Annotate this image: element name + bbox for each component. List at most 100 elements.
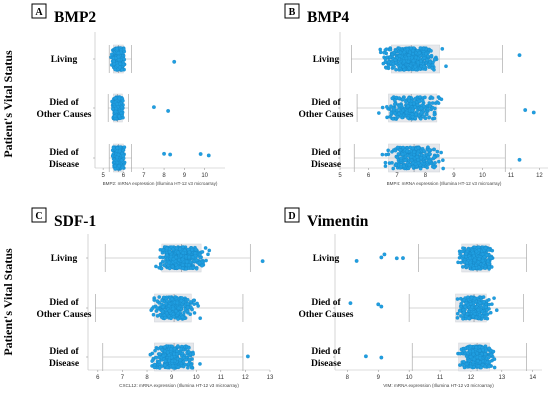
data-point <box>409 46 413 51</box>
data-point <box>440 47 445 51</box>
data-point <box>472 253 476 258</box>
data-point <box>175 265 180 270</box>
data-point <box>458 308 462 313</box>
data-point <box>405 47 410 52</box>
data-point <box>412 101 416 106</box>
data-point <box>474 249 479 254</box>
data-point <box>113 96 118 101</box>
panel-title: BMP2 <box>54 9 96 26</box>
data-point <box>483 352 487 357</box>
data-point <box>393 111 397 116</box>
data-point <box>383 160 388 165</box>
data-point <box>406 104 410 108</box>
data-point <box>180 351 185 356</box>
data-point <box>470 305 474 309</box>
x-tick-label: 11 <box>508 173 515 179</box>
category-label: Disease <box>49 160 79 170</box>
data-point <box>481 295 486 299</box>
data-point <box>427 115 431 120</box>
data-point <box>472 258 477 262</box>
x-tick-label: 10 <box>193 375 200 381</box>
data-point <box>395 145 400 150</box>
data-point <box>164 301 168 306</box>
category-label: Died of <box>311 347 341 357</box>
data-point <box>432 58 437 62</box>
data-point <box>162 263 167 268</box>
data-point <box>194 266 199 271</box>
data-point <box>415 151 420 156</box>
data-point <box>378 50 383 55</box>
data-point <box>491 349 496 354</box>
data-point <box>403 158 408 163</box>
outlier-point <box>379 355 384 360</box>
data-point <box>381 61 386 66</box>
data-point <box>152 362 157 367</box>
data-point <box>480 258 485 263</box>
data-point <box>472 296 477 301</box>
data-point <box>160 259 165 264</box>
data-point <box>153 348 157 353</box>
data-point <box>487 346 492 351</box>
data-point <box>455 316 460 320</box>
data-point <box>182 310 186 315</box>
x-tick-label: 7 <box>142 173 146 179</box>
data-point <box>414 55 418 60</box>
data-point <box>184 357 189 362</box>
data-point <box>477 257 482 261</box>
data-point <box>193 247 198 252</box>
data-point <box>458 351 463 356</box>
data-point <box>467 358 472 363</box>
data-point <box>422 149 426 153</box>
data-point <box>420 99 425 103</box>
data-point <box>119 158 124 163</box>
data-point <box>474 315 479 320</box>
data-point <box>157 360 161 364</box>
category-label: Other Causes <box>37 310 92 320</box>
data-point <box>422 64 426 69</box>
data-point <box>392 102 397 106</box>
outlier-point <box>168 152 173 157</box>
data-point <box>386 60 391 64</box>
data-point <box>160 298 164 303</box>
data-point <box>117 114 121 119</box>
outlier-point <box>354 259 359 263</box>
data-point <box>121 153 125 158</box>
data-point <box>471 266 476 270</box>
data-point <box>398 50 403 55</box>
data-point <box>480 252 485 257</box>
data-point <box>165 311 169 316</box>
data-point <box>435 149 440 154</box>
y-axis-title-bottom: Patient's Vital Status <box>1 248 15 356</box>
data-point <box>466 316 471 320</box>
data-point <box>411 48 415 53</box>
data-point <box>425 165 429 170</box>
data-point <box>459 249 464 254</box>
data-point <box>392 64 396 69</box>
panel-a: A BMP2 5 6 7 8 9 10 BMP2: mRNA expression (Illum… <box>31 3 225 186</box>
data-point <box>393 58 398 62</box>
data-point <box>422 104 426 109</box>
data-point <box>402 50 407 55</box>
x-tick-label: 9 <box>452 173 456 179</box>
data-point <box>490 302 494 306</box>
x-tick-label: 12 <box>242 375 249 381</box>
data-point <box>155 314 160 318</box>
data-point <box>459 260 463 265</box>
data-point <box>462 310 466 315</box>
outlier-point <box>245 354 250 359</box>
data-point <box>200 250 205 254</box>
data-point <box>168 250 172 254</box>
data-point <box>176 317 180 321</box>
data-point <box>160 309 165 314</box>
data-point <box>400 152 405 156</box>
data-point <box>426 155 431 159</box>
data-point <box>485 308 489 313</box>
x-tick-label: 11 <box>437 375 444 381</box>
y-axis-title-top: Patient's Vital Status <box>1 50 15 158</box>
data-point <box>175 349 179 353</box>
category-label: Died of <box>311 298 341 308</box>
data-point <box>159 266 164 271</box>
x-tick-label: 5 <box>338 173 342 179</box>
data-point <box>191 266 196 270</box>
